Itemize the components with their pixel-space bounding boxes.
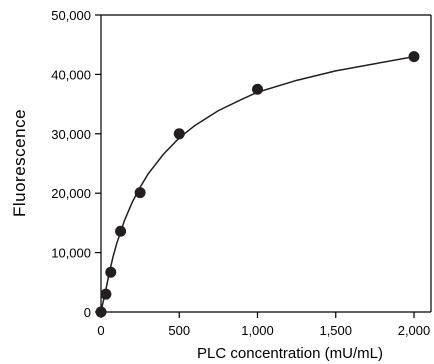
data-point [100,288,112,300]
data-point [115,225,127,237]
x-tick-label: 500 [168,323,190,338]
y-axis-title: Fluorescence [10,109,29,217]
y-tick-label: 40,000 [51,67,91,82]
data-point [134,187,146,199]
data-point [105,266,117,278]
data-point [173,128,185,140]
y-tick-label: 10,000 [51,246,91,261]
fit-curve [100,55,415,313]
x-ticks: 0 500 1,000 1,500 2,000 [97,312,430,338]
x-tick-label: 1,500 [319,323,352,338]
y-tick-label: 20,000 [51,186,91,201]
data-point [408,51,420,63]
y-ticks: 0 10,000 20,000 30,000 40,000 50,000 [51,8,101,320]
y-tick-label: 0 [84,305,91,320]
x-tick-label: 0 [97,323,104,338]
x-tick-label: 2,000 [398,323,431,338]
x-tick-label: 1,000 [241,323,274,338]
data-point [252,83,263,95]
y-tick-label: 30,000 [51,127,91,142]
y-tick-label: 50,000 [51,8,91,23]
x-axis-title: PLC concentration (mU/mL) [197,345,383,362]
data-point [95,306,107,318]
data-points [95,51,420,318]
